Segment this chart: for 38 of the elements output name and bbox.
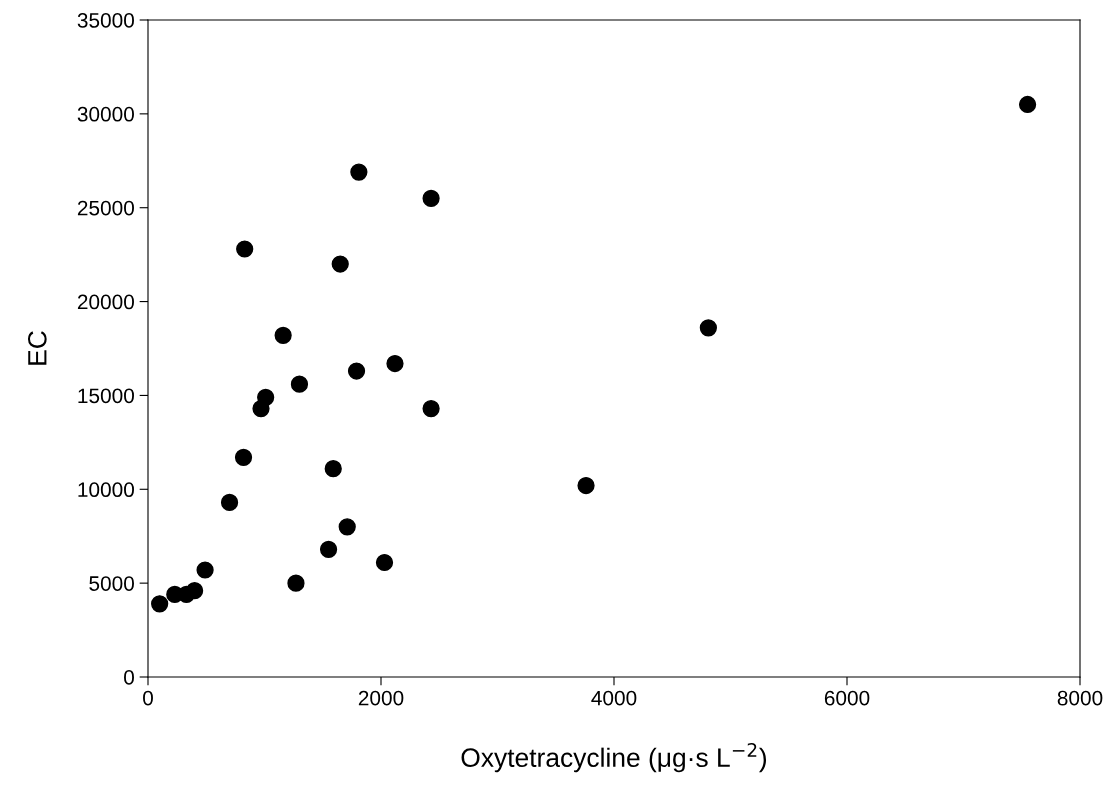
point	[220, 493, 239, 512]
point	[257, 388, 275, 406]
point	[422, 399, 440, 418]
y-tick-label: 10000	[78, 482, 134, 498]
point	[287, 574, 305, 592]
y-tick-label: 0	[124, 670, 134, 685]
x-tick-label: 4000	[591, 690, 637, 706]
x-tick-label: 8000	[1057, 690, 1103, 706]
y-axis-title: EC	[27, 331, 47, 365]
point	[185, 582, 204, 600]
point	[375, 553, 394, 572]
point	[290, 375, 309, 393]
point	[422, 189, 440, 207]
x-axis-title: Oxytetracycline (μg·s L$^{−2}$)	[461, 742, 767, 773]
x-tick-label: 2000	[358, 690, 404, 706]
point	[338, 518, 356, 536]
y-tick-label: 35000	[77, 13, 134, 28]
y-tick-label: 25000	[77, 200, 134, 216]
point	[699, 319, 717, 337]
point	[319, 540, 338, 558]
point	[350, 163, 368, 181]
point	[274, 326, 292, 344]
point	[196, 561, 214, 579]
y-tick-label: 5000	[89, 576, 134, 591]
point	[151, 595, 169, 613]
x-tick-label: 6000	[824, 690, 870, 706]
point	[386, 354, 404, 373]
point	[234, 448, 253, 466]
y-tick-label: 30000	[77, 106, 134, 122]
point	[347, 362, 366, 380]
point	[236, 240, 254, 258]
point	[324, 460, 342, 478]
x-tick-label: 0	[143, 690, 153, 706]
point	[331, 255, 349, 273]
y-tick-label: 20000	[77, 294, 134, 310]
point	[577, 476, 595, 495]
y-tick-label: 15000	[78, 388, 134, 404]
point	[1018, 95, 1037, 114]
